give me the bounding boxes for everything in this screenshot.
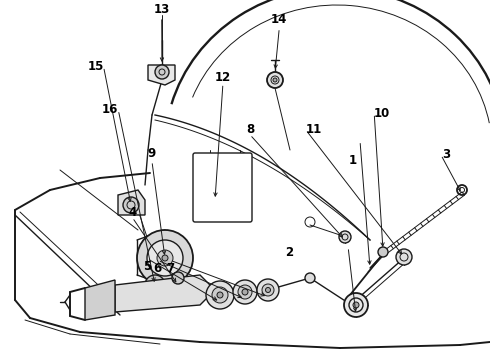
Text: 1: 1: [349, 154, 357, 167]
Circle shape: [305, 273, 315, 283]
Polygon shape: [115, 275, 215, 312]
Text: 13: 13: [153, 3, 170, 15]
Circle shape: [238, 285, 252, 299]
Text: 11: 11: [305, 123, 322, 136]
Circle shape: [267, 72, 283, 88]
Polygon shape: [85, 280, 115, 320]
Text: 10: 10: [374, 107, 391, 120]
Text: 15: 15: [87, 60, 104, 73]
Circle shape: [206, 281, 234, 309]
Circle shape: [233, 280, 257, 304]
Text: 2: 2: [285, 246, 293, 258]
Text: 4: 4: [128, 206, 136, 219]
Circle shape: [339, 231, 351, 243]
Circle shape: [157, 250, 173, 266]
Text: 5: 5: [143, 260, 151, 273]
Text: 16: 16: [102, 103, 119, 116]
Circle shape: [396, 249, 412, 265]
Text: 6: 6: [154, 262, 162, 275]
Text: 8: 8: [246, 123, 254, 136]
Polygon shape: [148, 65, 175, 85]
Polygon shape: [118, 190, 145, 215]
Circle shape: [242, 289, 248, 295]
Circle shape: [353, 302, 359, 308]
Text: 9: 9: [148, 147, 156, 159]
FancyBboxPatch shape: [193, 153, 252, 222]
Circle shape: [137, 230, 193, 286]
Circle shape: [344, 293, 368, 317]
Text: 7: 7: [166, 262, 174, 275]
Circle shape: [378, 247, 388, 257]
Circle shape: [266, 288, 270, 292]
Circle shape: [257, 279, 279, 301]
Circle shape: [273, 78, 277, 82]
Circle shape: [212, 287, 228, 303]
Circle shape: [172, 272, 184, 284]
Circle shape: [147, 240, 183, 276]
Circle shape: [262, 284, 274, 296]
Text: 14: 14: [271, 13, 288, 26]
Circle shape: [155, 65, 169, 79]
Circle shape: [162, 255, 168, 261]
Circle shape: [145, 275, 165, 295]
Circle shape: [217, 292, 223, 298]
Text: 12: 12: [215, 71, 231, 84]
Circle shape: [123, 197, 139, 213]
Text: 3: 3: [442, 148, 450, 161]
